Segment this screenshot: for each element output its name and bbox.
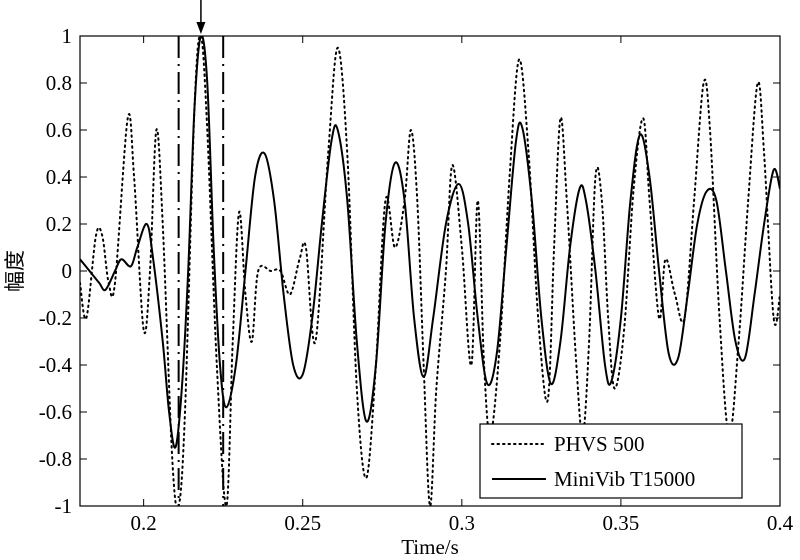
y-tick-label: 0.8 [46,71,72,95]
y-tick-label: -0.6 [39,400,72,424]
legend-label: PHVS 500 [554,432,644,456]
axes-layer: 0.2 0.25 0.3 0.35 0.4 -1 -0.8 -0.6 -0.4 -0.2 0 0.2 0… [3,24,794,559]
y-tick-label: -0.2 [39,306,72,330]
x-tick-label: 0.2 [131,511,157,535]
y-tick-label: 0.4 [46,165,73,189]
y-tick-label: 0 [62,259,73,283]
y-axis-label: 幅度 [3,250,27,292]
x-tick-label: 0.4 [767,511,794,535]
y-tick-label: -1 [55,494,73,518]
y-tick-label: 1 [62,24,73,48]
annotation-layer [177,0,225,506]
y-tick-label: -0.4 [39,353,73,377]
legend-label: MiniVib T15000 [554,467,695,491]
y-tick-label: -0.8 [39,447,72,471]
x-tick-label: 0.3 [449,511,475,535]
series-line-minivib-t15000 [80,36,780,449]
x-axis-label: Time/s [401,535,459,559]
y-tick-label: 0.2 [46,212,72,236]
x-tick-label: 0.35 [603,511,640,535]
y-tick-label: 0.6 [46,118,72,142]
arrow-head-icon [196,22,206,34]
series-layer [80,36,780,506]
legend-box [479,423,743,499]
x-tick-label: 0.25 [284,511,321,535]
legend-layer: PHVS 500 MiniVib T15000 [479,423,743,499]
